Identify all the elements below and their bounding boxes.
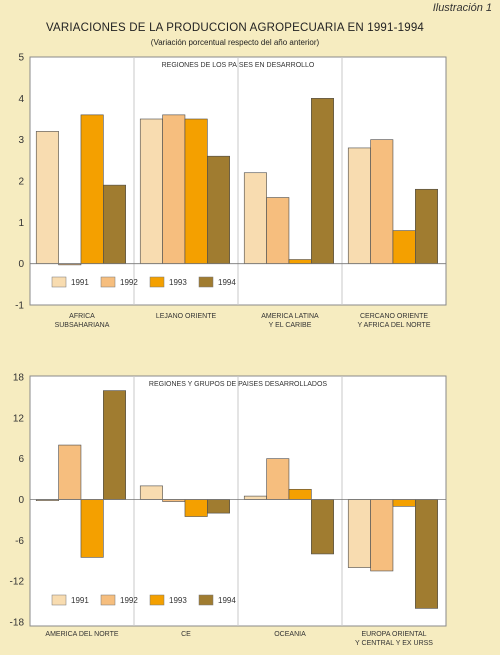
legend-label: 1994 [218, 596, 236, 605]
y-tick-label: 0 [18, 495, 24, 506]
legend-label: 1993 [169, 596, 187, 605]
category-label: EUROPA ORIENTAL [361, 631, 426, 638]
y-tick-label: 5 [18, 53, 24, 64]
category-label: Y AFRICA DEL NORTE [357, 322, 430, 329]
illustration-label: Ilustración 1 [432, 2, 492, 14]
legend-swatch [100, 276, 116, 288]
chart-title: VARIACIONES DE LA PRODUCCION AGROPECUARI… [45, 22, 425, 34]
y-tick-label: -12 [10, 577, 25, 588]
category-label: AMERICA DEL NORTE [45, 631, 118, 638]
y-tick-label: -6 [15, 536, 24, 547]
bar-1994 [207, 499, 230, 514]
bar-1992 [58, 444, 82, 500]
legend-label: 1992 [120, 596, 138, 605]
y-tick-label: -18 [10, 618, 25, 629]
bar-1991 [139, 485, 163, 500]
category-label: AMERICA LATINA [261, 313, 319, 320]
legend-label: 1991 [71, 278, 89, 287]
bar-1994 [415, 499, 438, 609]
legend-swatch [51, 594, 67, 606]
y-tick-label: 12 [13, 413, 25, 424]
legend-label: 1994 [218, 278, 236, 287]
legend-swatch [51, 276, 67, 288]
bar-1993 [80, 499, 104, 558]
category-label: CERCANO ORIENTE [360, 313, 428, 320]
y-tick-label: 0 [18, 259, 24, 270]
category-label: SUBSAHARIANA [55, 322, 110, 329]
legend-label: 1991 [71, 596, 89, 605]
chart-subtitle: (Variación porcentual respecto del año a… [150, 38, 320, 47]
bar-1994 [103, 390, 126, 500]
bar-1991 [243, 495, 267, 500]
y-tick-label: 4 [18, 94, 24, 105]
bar-1992 [370, 499, 394, 572]
category-label: CE [181, 631, 191, 638]
legend-label: 1992 [120, 278, 138, 287]
bar-1993 [184, 499, 208, 517]
legend-swatch [198, 594, 214, 606]
y-tick-label: 2 [18, 177, 24, 188]
y-tick-label: 18 [13, 373, 25, 384]
y-tick-label: 3 [18, 135, 24, 146]
bar-1993 [288, 488, 312, 500]
y-tick-label: 6 [18, 454, 24, 465]
category-label: Y CENTRAL Y EX URSS [355, 640, 433, 647]
legend-swatch [198, 276, 214, 288]
bar-1993 [392, 499, 416, 507]
legend-swatch [149, 594, 165, 606]
legend-swatch [149, 276, 165, 288]
y-tick-label: -1 [15, 301, 24, 312]
bar-1994 [311, 499, 334, 555]
legend-label: 1993 [169, 278, 187, 287]
category-label: Y EL CARIBE [269, 322, 312, 329]
y-tick-label: 1 [18, 218, 24, 229]
category-label: AFRICA [69, 313, 95, 320]
category-label: OCEANIA [274, 631, 306, 638]
bar-1991 [347, 499, 371, 568]
bar-1992 [266, 458, 290, 500]
legend-swatch [100, 594, 116, 606]
category-label: LEJANO ORIENTE [156, 313, 217, 320]
